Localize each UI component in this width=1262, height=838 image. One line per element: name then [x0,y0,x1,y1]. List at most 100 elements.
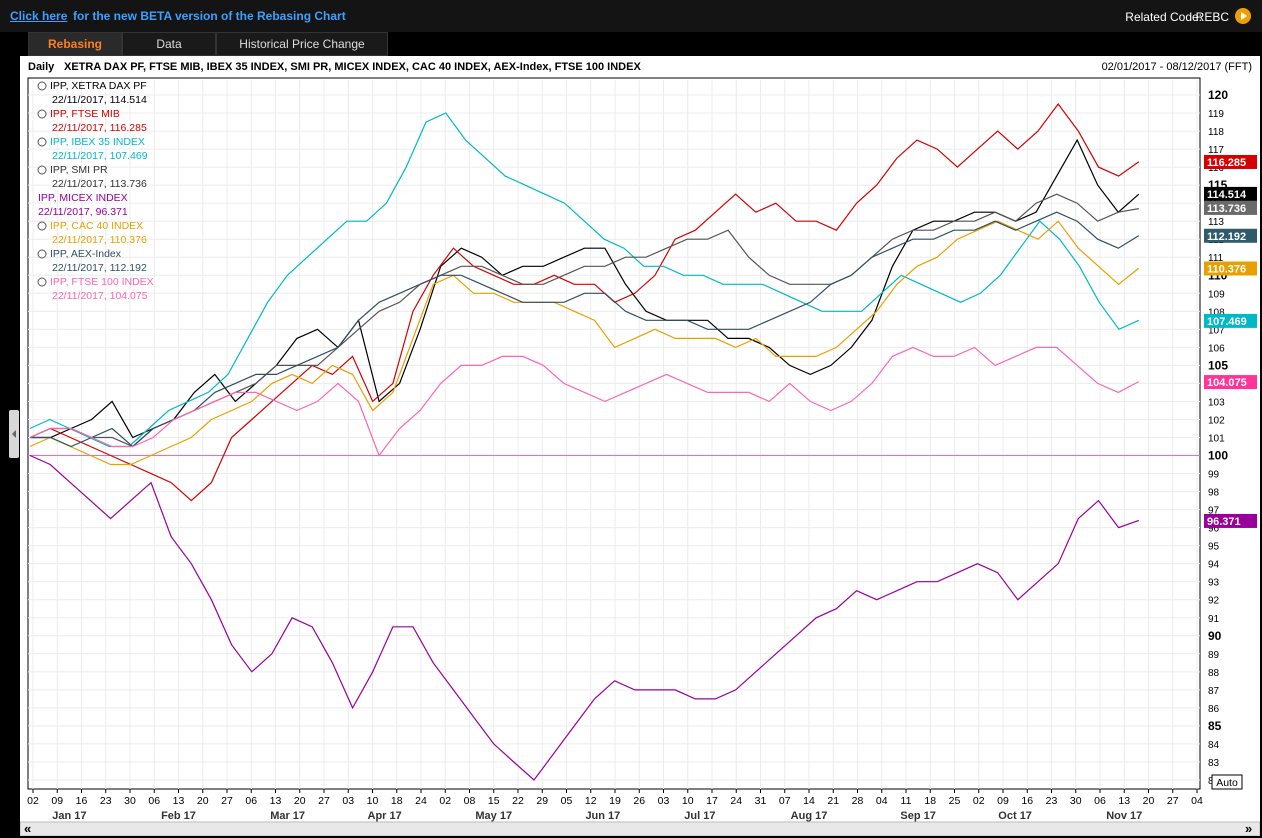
x-tick-label: 04 [1191,795,1203,807]
x-tick-label: 14 [803,795,815,807]
legend-series-name: IPP, SMI PR [50,164,108,176]
y-tick-label: 85 [1208,719,1222,733]
rebasing-chart: Daily XETRA DAX PF, FTSE MIB, IBEX 35 IND… [20,61,1260,836]
clock-icon[interactable] [37,277,47,287]
x-tick-label: 05 [561,795,573,807]
x-tick-label: 22 [512,795,524,807]
x-tick-label: 20 [1143,795,1155,807]
auto-scale-button[interactable] [1211,774,1243,790]
top-bar: Click here for the new BETA version of t… [0,0,1262,32]
y-tick-label: 90 [1208,629,1222,643]
clock-icon[interactable] [37,137,47,147]
x-tick-label: 02 [27,795,39,807]
chart-title: XETRA DAX PF, FTSE MIB, IBEX 35 INDEX, S… [64,61,641,73]
clock-icon[interactable] [37,221,47,231]
last-value-badge [1204,200,1257,215]
last-value-badge [1204,261,1257,276]
clock-icon[interactable] [37,165,47,175]
series-line-ftse-mib [29,102,1140,502]
date-range-label: 02/01/2017 - 08/12/2017 (FFT) [1102,61,1252,73]
last-value-badge [1204,228,1257,243]
x-tick-label: 11 [901,795,912,807]
legend-series-value: 22/11/2017, 112.192 [52,262,147,274]
x-tick-label: 26 [633,795,645,807]
x-tick-label: 06 [1094,795,1106,807]
y-tick-label: 84 [1208,740,1220,751]
legend-series-name: IPP, CAC 40 INDEX [50,220,143,232]
x-tick-label: 09 [51,795,63,807]
x-tick-label: 20 [294,795,306,807]
tab-rebasing[interactable]: Rebasing [28,32,122,56]
last-value-label: 116.285 [1207,157,1246,169]
y-tick-label: 118 [1208,127,1224,138]
series-line-ftse-100-index [29,346,1140,457]
tab-data[interactable]: Data [122,32,216,56]
y-tick-label: 117 [1208,145,1224,156]
x-tick-label: 16 [76,795,88,807]
x-tick-label: 30 [1070,795,1082,807]
x-month-label: Mar 17 [270,810,305,822]
clock-icon[interactable] [37,81,47,91]
series-line-cac-40-index [29,220,1140,466]
legend-series-value: 22/11/2017, 116.285 [52,122,147,134]
x-tick-label: 24 [415,795,427,807]
x-tick-label: 06 [245,795,257,807]
legend-series-value: 22/11/2017, 110.376 [52,234,147,246]
x-tick-label: 28 [852,795,864,807]
x-tick-label: 10 [682,795,694,807]
tab-historical-price-change[interactable]: Historical Price Change [216,32,388,56]
y-tick-label: 113 [1208,217,1224,228]
x-month-label: Feb 17 [161,810,196,822]
plot-border [27,77,1201,790]
x-tick-label: 09 [997,795,1009,807]
y-tick-label: 108 [1208,307,1225,318]
y-tick-label: 103 [1208,397,1225,408]
last-value-badge [1204,154,1257,169]
x-month-label: Jan 17 [52,810,86,822]
x-tick-label: 23 [100,795,112,807]
legend-series-name: IPP, IBEX 35 INDEX [50,136,145,148]
legend-series-value: 22/11/2017, 113.736 [52,178,147,190]
y-tick-label: 87 [1208,686,1220,697]
legend-series-value: 22/11/2017, 96.371 [38,206,128,218]
y-tick-label: 92 [1208,596,1220,607]
x-tick-label: 25 [949,795,961,807]
play-icon[interactable] [1235,8,1251,24]
timeline-scrollbar[interactable] [20,821,1260,836]
last-value-label: 107.469 [1207,316,1247,328]
x-tick-label: 19 [609,795,621,807]
x-tick-label: 30 [124,795,136,807]
legend-series-name: IPP, FTSE 100 INDEX [50,276,154,288]
x-tick-label: 13 [1118,795,1130,807]
x-month-label: Apr 17 [368,810,402,822]
x-tick-label: 10 [367,795,379,807]
legend-series-value: 22/11/2017, 114.514 [52,94,147,106]
y-tick-label: 96 [1208,524,1220,535]
x-tick-label: 31 [755,795,767,807]
clock-icon[interactable] [37,249,47,259]
y-tick-label: 109 [1208,289,1225,300]
y-tick-label: 106 [1208,343,1225,354]
x-month-label: Oct 17 [998,810,1032,822]
x-tick-label: 16 [1021,795,1033,807]
x-tick-label: 23 [1046,795,1058,807]
y-tick-label: 94 [1208,560,1220,571]
last-value-label: 110.376 [1207,263,1246,275]
chart-area: Daily XETRA DAX PF, FTSE MIB, IBEX 35 IND… [20,56,1260,836]
clock-icon[interactable] [37,109,47,119]
y-tick-label: 95 [1208,542,1220,553]
collapse-handle-icon[interactable] [9,410,19,458]
legend-series-name: IPP, MICEX INDEX [38,192,128,204]
y-tick-label: 120 [1208,88,1228,102]
related-code-value: REBC [1195,10,1229,24]
y-tick-label: 99 [1208,470,1220,481]
y-tick-label: 93 [1208,578,1220,589]
last-value-label: 96.371 [1207,516,1241,528]
x-tick-label: 18 [391,795,403,807]
x-tick-label: 24 [730,795,742,807]
x-tick-label: 15 [488,795,500,807]
x-tick-label: 21 [827,795,839,807]
x-tick-label: 06 [148,795,160,807]
beta-chart-link[interactable]: Click here [10,9,68,23]
legend-series-value: 22/11/2017, 107.469 [52,150,148,162]
